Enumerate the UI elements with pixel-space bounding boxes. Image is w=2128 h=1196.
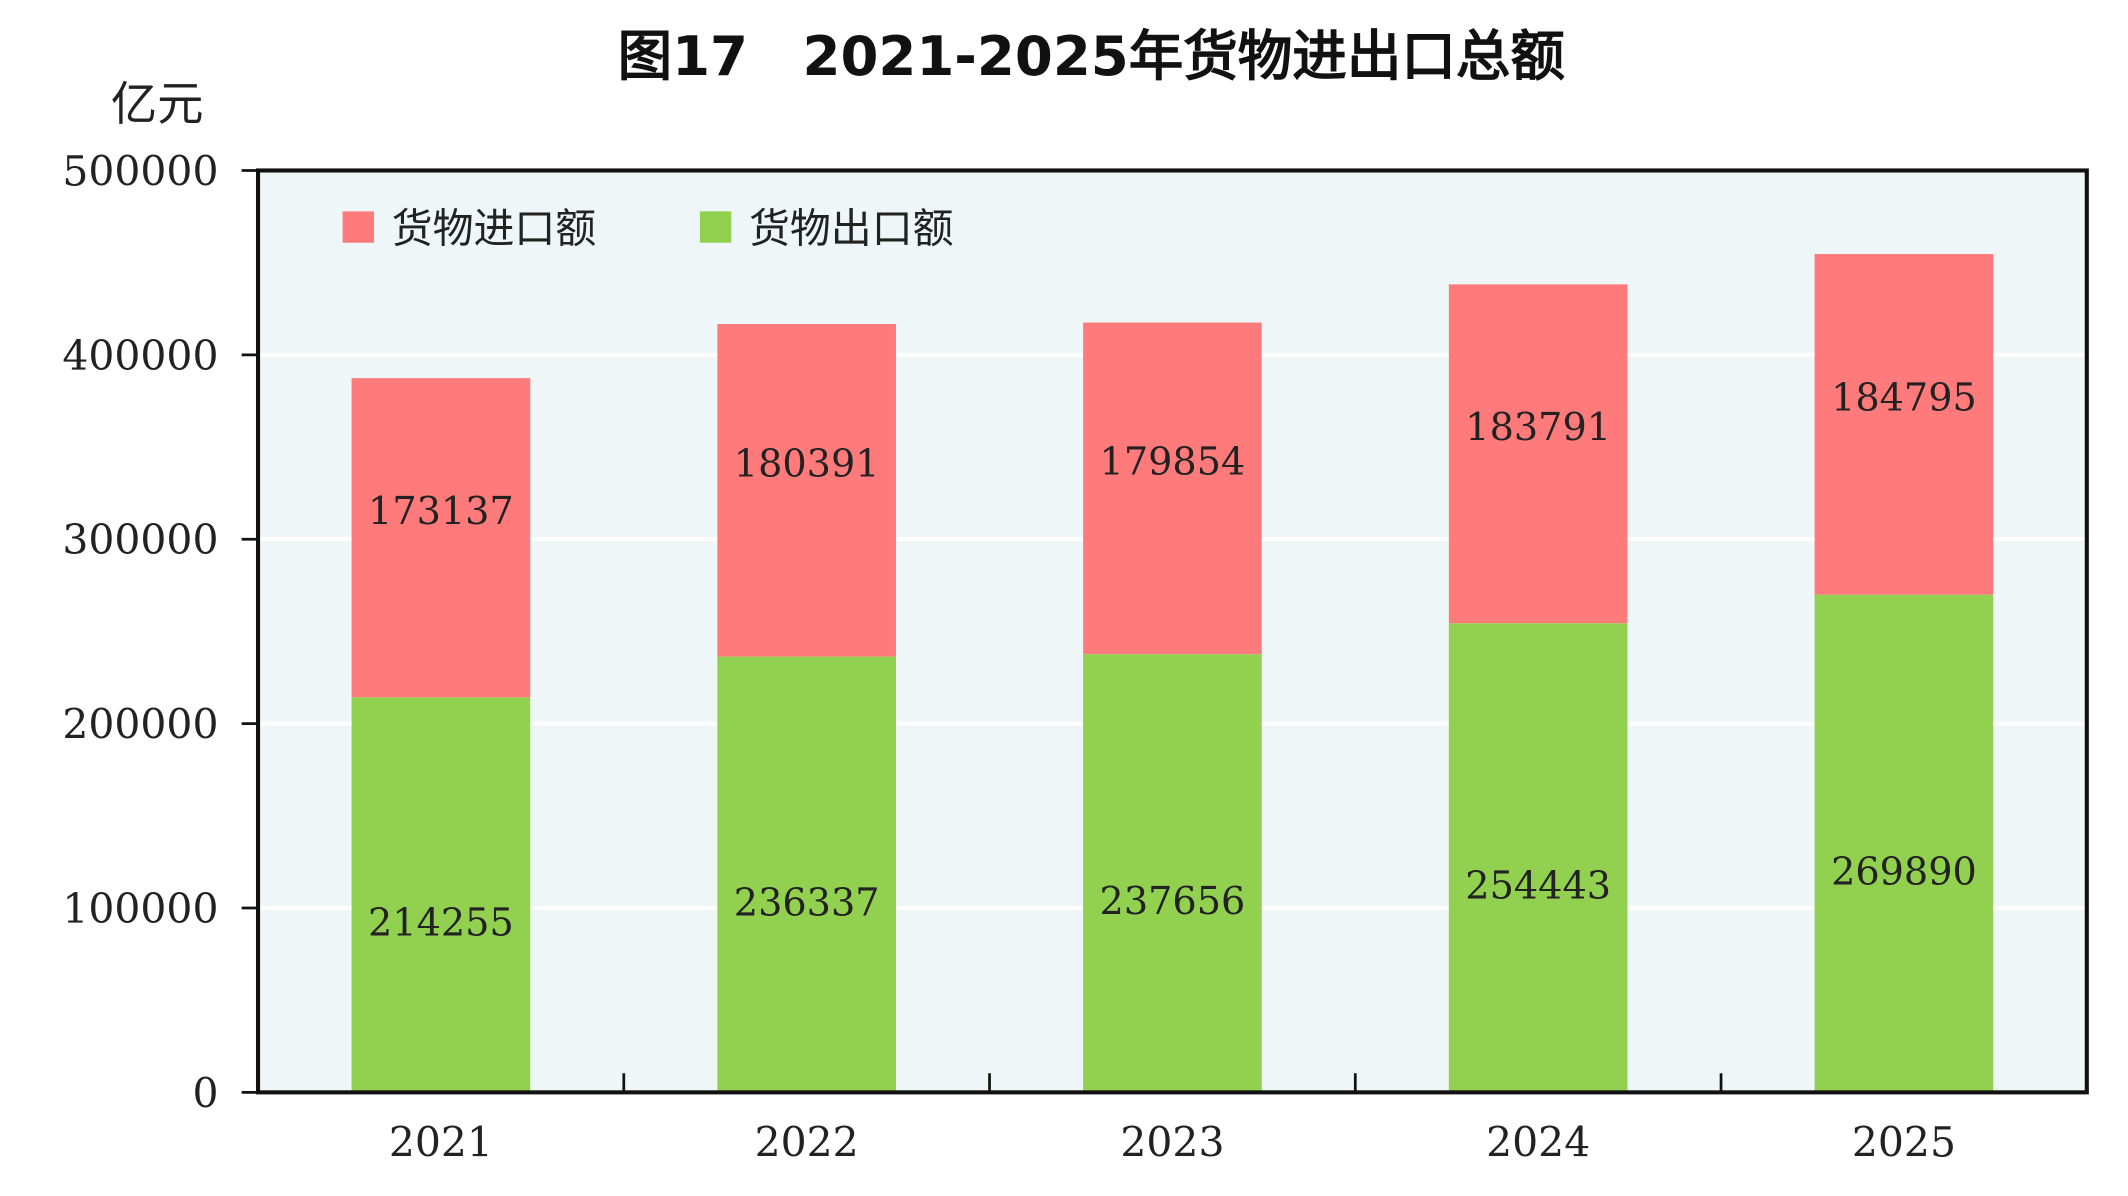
chart-title: 图17 2021-2025年货物进出口总额 (618, 24, 1566, 88)
x-tick-label: 2025 (1852, 1118, 1956, 1166)
bar-export (1814, 594, 1994, 1093)
data-label: 254443 (1465, 865, 1611, 909)
data-label: 179854 (1100, 441, 1246, 485)
data-label: 236337 (734, 881, 880, 925)
data-label: 184795 (1831, 377, 1977, 421)
bar-export (351, 697, 531, 1093)
y-tick-label: 500000 (62, 147, 218, 195)
y-tick-label: 400000 (62, 332, 218, 380)
x-tick-label: 2024 (1486, 1118, 1590, 1166)
bar-import (1814, 254, 1994, 595)
data-label: 180391 (734, 443, 880, 487)
bar-export (1083, 654, 1262, 1093)
data-label: 173137 (368, 490, 514, 534)
legend-swatch (342, 211, 374, 243)
bar-import (1448, 284, 1628, 624)
y-axis-unit-label: 亿元 (111, 77, 204, 131)
legend-swatch (699, 211, 732, 243)
legend-label: 货物进口额 (392, 205, 597, 253)
x-tick-label: 2021 (389, 1118, 493, 1166)
data-label: 183791 (1465, 406, 1611, 450)
x-tick-label: 2023 (1120, 1118, 1224, 1166)
y-tick-label: 0 (192, 1069, 218, 1117)
x-tick-label: 2022 (755, 1118, 859, 1166)
bar-import (1083, 322, 1262, 655)
data-label: 237656 (1100, 880, 1246, 924)
bar-import (717, 324, 896, 657)
data-label: 214255 (368, 902, 514, 946)
data-label: 269890 (1831, 850, 1977, 894)
legend-label: 货物出口额 (749, 205, 954, 253)
plot-border (255, 168, 2089, 1095)
y-tick-label: 200000 (62, 701, 218, 749)
bar-import (351, 378, 531, 698)
bar-export (1448, 623, 1628, 1093)
bar-export (717, 656, 896, 1093)
y-tick-label: 300000 (62, 516, 218, 564)
y-tick-label: 100000 (62, 885, 218, 933)
